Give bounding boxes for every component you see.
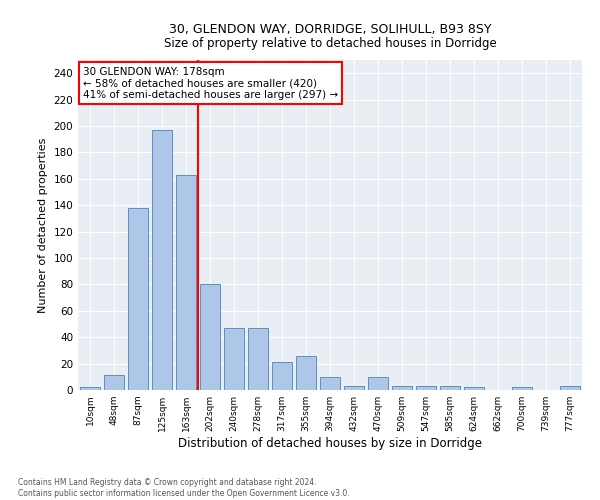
Bar: [272, 362, 292, 390]
Bar: [248, 328, 268, 390]
Bar: [464, 388, 484, 390]
Bar: [80, 388, 100, 390]
Bar: [200, 284, 220, 390]
Bar: [320, 377, 340, 390]
Text: 30, GLENDON WAY, DORRIDGE, SOLIHULL, B93 8SY: 30, GLENDON WAY, DORRIDGE, SOLIHULL, B93…: [169, 22, 491, 36]
Text: Size of property relative to detached houses in Dorridge: Size of property relative to detached ho…: [164, 38, 496, 51]
Bar: [224, 328, 244, 390]
Y-axis label: Number of detached properties: Number of detached properties: [38, 138, 48, 312]
Bar: [416, 386, 436, 390]
Bar: [344, 386, 364, 390]
Bar: [512, 388, 532, 390]
Bar: [152, 130, 172, 390]
Bar: [368, 377, 388, 390]
Text: Contains HM Land Registry data © Crown copyright and database right 2024.
Contai: Contains HM Land Registry data © Crown c…: [18, 478, 350, 498]
X-axis label: Distribution of detached houses by size in Dorridge: Distribution of detached houses by size …: [178, 437, 482, 450]
Bar: [440, 386, 460, 390]
Bar: [560, 386, 580, 390]
Bar: [176, 175, 196, 390]
Bar: [128, 208, 148, 390]
Text: 30 GLENDON WAY: 178sqm
← 58% of detached houses are smaller (420)
41% of semi-de: 30 GLENDON WAY: 178sqm ← 58% of detached…: [83, 66, 338, 100]
Bar: [296, 356, 316, 390]
Bar: [104, 376, 124, 390]
Bar: [392, 386, 412, 390]
